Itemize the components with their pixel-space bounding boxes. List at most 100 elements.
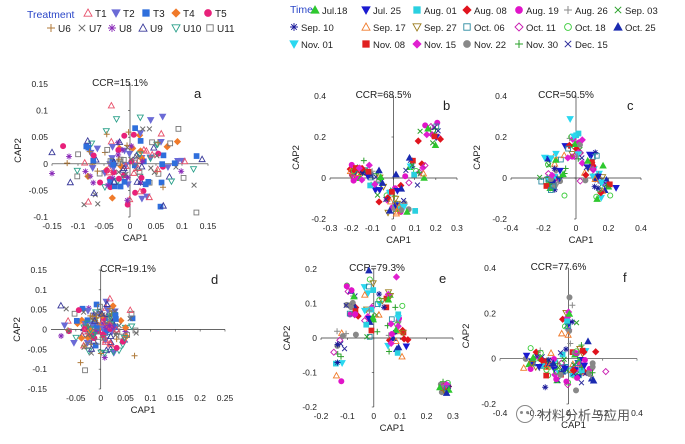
data-point xyxy=(366,307,373,314)
data-point xyxy=(124,197,131,204)
data-point xyxy=(545,356,552,363)
data-point xyxy=(332,371,341,379)
legend-marker xyxy=(462,5,472,15)
panel-letter: a xyxy=(194,86,202,101)
data-point xyxy=(391,195,400,203)
points xyxy=(346,119,445,217)
data-point xyxy=(522,352,531,360)
data-point xyxy=(113,336,120,343)
legend-entry: Nov. 22 xyxy=(463,40,506,51)
legend-marker xyxy=(204,9,212,17)
data-point xyxy=(582,177,589,184)
data-point xyxy=(400,204,408,211)
data-point xyxy=(543,366,550,373)
data-point xyxy=(180,157,189,165)
data-point xyxy=(106,294,114,302)
legend-label: Sep. 17 xyxy=(373,23,406,34)
data-point xyxy=(591,175,599,182)
data-point xyxy=(374,192,381,198)
data-point xyxy=(389,334,397,342)
y-tick-label: -0.05 xyxy=(29,185,49,195)
data-point xyxy=(578,136,586,144)
y-tick-label: 0.2 xyxy=(495,132,507,142)
data-point xyxy=(163,143,171,151)
data-point xyxy=(115,169,122,175)
data-point xyxy=(386,348,393,355)
legend-label: Oct. 25 xyxy=(625,23,656,34)
data-point xyxy=(110,161,117,168)
data-point xyxy=(127,323,136,331)
legend-entry: Oct. 25 xyxy=(613,22,656,34)
data-point xyxy=(431,141,440,149)
data-point xyxy=(383,196,389,203)
legend-marker xyxy=(206,24,214,32)
x-tick-label: -0.2 xyxy=(536,223,551,233)
data-point xyxy=(551,186,558,193)
y-tick-label: 0.1 xyxy=(35,285,47,295)
data-point xyxy=(124,174,131,181)
data-point xyxy=(355,164,363,172)
data-point xyxy=(137,178,145,185)
legend-marker xyxy=(413,6,421,14)
legend-marker xyxy=(463,40,471,48)
data-point xyxy=(409,162,415,168)
data-point xyxy=(573,320,580,326)
data-point xyxy=(602,367,610,376)
legend-label: Oct. 06 xyxy=(474,23,505,34)
data-point xyxy=(101,354,108,361)
data-point xyxy=(423,130,431,139)
panel-f: -0.4 -0.2 0 0.2 0.40.40.20-0.2CAP1CAP2CCR=77… xyxy=(461,262,643,431)
legend-label: Oct. 18 xyxy=(575,23,606,34)
x-axis-label: CAP1 xyxy=(386,235,411,246)
data-point xyxy=(387,320,395,328)
y-axis-label: CAP2 xyxy=(12,317,23,342)
data-point xyxy=(375,187,384,195)
data-point xyxy=(96,170,103,177)
data-point xyxy=(164,164,172,171)
data-point xyxy=(392,170,400,178)
data-point xyxy=(165,172,174,180)
watermark-text: 材料分析与应用 xyxy=(539,408,631,424)
legend-marker xyxy=(171,8,181,18)
data-point xyxy=(417,128,423,134)
data-point xyxy=(83,320,92,328)
y-tick-label: -0.2 xyxy=(492,214,507,224)
data-point xyxy=(578,380,585,386)
data-point xyxy=(551,165,558,172)
data-point xyxy=(589,166,597,174)
data-point xyxy=(442,389,451,396)
data-point xyxy=(519,364,528,371)
x-tick-label: 0 xyxy=(98,393,103,403)
data-point xyxy=(131,352,138,359)
data-point xyxy=(158,113,167,121)
data-point xyxy=(386,197,395,205)
legend-entry: T2 xyxy=(111,9,135,20)
data-point xyxy=(74,173,81,180)
data-point xyxy=(358,176,366,184)
data-point xyxy=(384,295,393,303)
data-point xyxy=(146,126,153,132)
data-point xyxy=(158,179,165,186)
points xyxy=(48,101,206,216)
data-point xyxy=(365,168,372,175)
data-point xyxy=(75,307,82,314)
data-point xyxy=(138,162,146,170)
data-point xyxy=(159,201,168,209)
data-point xyxy=(365,266,373,274)
data-point xyxy=(130,131,137,138)
data-point xyxy=(565,145,571,152)
data-point xyxy=(334,341,341,348)
data-point xyxy=(124,142,131,149)
data-point xyxy=(392,273,401,281)
y-tick-label: 0.4 xyxy=(484,263,496,273)
data-point xyxy=(436,383,444,391)
legend-entry: U9 xyxy=(138,23,163,35)
legend-entry: Oct. 18 xyxy=(564,23,606,34)
data-point xyxy=(97,303,103,310)
data-point xyxy=(393,207,402,215)
data-point xyxy=(148,150,156,158)
data-point xyxy=(348,161,355,168)
panel-letter: b xyxy=(443,98,450,113)
legend-marker xyxy=(138,23,148,32)
y-axis-label: CAP2 xyxy=(282,326,293,351)
